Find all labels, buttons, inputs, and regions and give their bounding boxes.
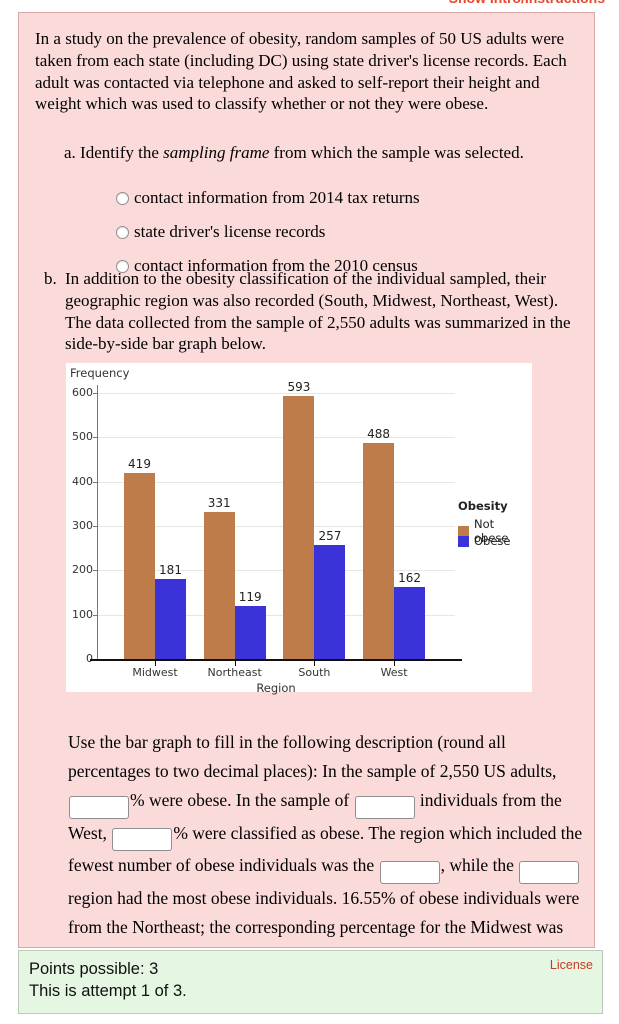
fill-in-text: % were obese. In the sample of: [130, 790, 354, 810]
y-tick-label: 400: [72, 474, 93, 488]
part-a-marker: a.: [64, 143, 76, 162]
bar-not-obese-midwest: [124, 473, 155, 659]
x-category-label: South: [298, 666, 331, 679]
fill-in-text: region had the most obese individuals. 1…: [68, 887, 580, 937]
y-tick-label: 200: [72, 563, 93, 577]
attempt-text: This is attempt 1 of 3.: [29, 982, 187, 1000]
x-category-label: Midwest: [132, 666, 178, 679]
part-a-options: contact information from 2014 tax return…: [116, 188, 420, 290]
bar-value-label: 181: [159, 562, 182, 577]
grid-line: [97, 437, 455, 439]
bar-value-label: 419: [128, 457, 151, 472]
west-percent-input[interactable]: [112, 828, 173, 851]
part-b: b. In addition to the obesity classifica…: [44, 268, 576, 355]
bar-value-label: 593: [287, 380, 311, 395]
grid-line: [97, 570, 455, 572]
problem-panel: In a study on the prevalence of obesity,…: [18, 12, 595, 974]
radio-button-icon[interactable]: [116, 259, 129, 273]
legend-entry-not-obese: Not obese: [458, 517, 532, 545]
y-tick-label: 300: [72, 519, 93, 532]
fill-in-paragraph: Use the bar graph to fill in the followi…: [68, 728, 589, 974]
grid-line: [97, 526, 455, 527]
part-b-text: In addition to the obesity classificatio…: [65, 269, 571, 354]
x-axis-title: Region: [256, 681, 296, 695]
y-axis-tick: [93, 393, 97, 394]
radio-button-icon[interactable]: [116, 191, 129, 205]
bar-value-label: 257: [318, 529, 342, 544]
x-axis-tick: [314, 661, 316, 666]
bar-not-obese-northeast: [203, 512, 235, 659]
bar-not-obese-south: [283, 396, 315, 659]
fill-in-text: Use the bar graph to fill in the followi…: [68, 732, 557, 781]
x-category-label: West: [380, 666, 408, 679]
x-axis-line: [90, 659, 462, 661]
grid-line: [97, 481, 455, 483]
part-a-prompt-pre: Identify the: [80, 143, 164, 162]
y-axis-tick: [93, 481, 97, 483]
y-axis-tick: [93, 526, 97, 527]
bar-obese-midwest: [155, 578, 186, 659]
points-possible-text: Points possible: 3: [29, 960, 159, 978]
license-link[interactable]: License: [549, 958, 593, 972]
fill-in-text: individuals from the West,: [68, 790, 562, 843]
west-sample-size-input[interactable]: [354, 795, 415, 819]
part-a: a. Identify the sampling frame from whic…: [64, 143, 589, 275]
grid-line: [97, 393, 455, 394]
option-drivers-license[interactable]: state driver's license records: [116, 222, 420, 242]
fill-in-text: % were classified as obese. The region w…: [68, 822, 583, 876]
legend-swatch-icon: [458, 525, 469, 537]
y-axis-title: Frequency: [70, 366, 130, 380]
x-axis-tick: [234, 661, 236, 666]
show-intro-instructions-link[interactable]: Show Intro/Instructions: [449, 0, 605, 6]
option-label: contact information from the 2010 census: [134, 256, 418, 275]
bar-value-label: 162: [398, 571, 422, 586]
option-tax-returns[interactable]: contact information from 2014 tax return…: [116, 188, 420, 208]
radio-button-icon[interactable]: [116, 225, 129, 239]
fill-in-text: , while the: [440, 855, 519, 875]
y-axis-tick: [93, 570, 97, 572]
bar-value-label: 488: [367, 426, 391, 441]
option-census[interactable]: contact information from the 2010 census: [116, 256, 420, 276]
bar-obese-west: [394, 587, 426, 659]
legend-label: Obese: [474, 534, 511, 548]
bar-chart: Frequency 0 100 200 300 400 500 600 419 181 Midwes…: [66, 363, 532, 695]
option-label: contact information from 2014 tax return…: [134, 188, 420, 207]
part-a-prompt-post: from which the sample was selected.: [269, 143, 524, 162]
option-label: state driver's license records: [134, 222, 326, 241]
bar-value-label: 331: [207, 496, 231, 511]
footer-lines: Points possible: 3 This is attempt 1 of …: [29, 958, 187, 1002]
part-b-marker: b.: [44, 269, 57, 288]
y-tick-label: 0: [66, 652, 93, 665]
grid-line: [97, 614, 455, 616]
part-a-prompt: a. Identify the sampling frame from whic…: [64, 143, 524, 162]
bar-not-obese-west: [363, 442, 395, 659]
bar-value-label: 119: [238, 590, 262, 605]
legend-title: Obesity: [458, 499, 508, 513]
fewest-obese-region-input[interactable]: [379, 860, 440, 884]
y-tick-label: 100: [72, 607, 93, 621]
y-axis-tick: [93, 437, 97, 439]
percent-obese-input[interactable]: [69, 795, 129, 819]
y-axis-tick: [93, 614, 97, 616]
problem-intro-text: In a study on the prevalence of obesity,…: [35, 29, 567, 114]
footer-panel: Points possible: 3 This is attempt 1 of …: [18, 950, 603, 1014]
y-axis-line: [97, 385, 98, 661]
y-tick-label: 500: [72, 430, 93, 444]
legend-swatch-icon: [458, 535, 469, 547]
legend-entry-obese: Obese: [458, 534, 511, 548]
x-axis-tick: [155, 661, 156, 666]
most-obese-region-input[interactable]: [519, 860, 580, 884]
y-tick-label: 600: [72, 386, 93, 399]
x-axis-tick: [394, 661, 396, 666]
x-category-label: Northeast: [207, 666, 262, 679]
part-a-prompt-italic: sampling frame: [163, 143, 270, 162]
bar-obese-northeast: [234, 606, 266, 659]
legend-label: Not obese: [474, 517, 509, 545]
bar-obese-south: [314, 545, 346, 659]
